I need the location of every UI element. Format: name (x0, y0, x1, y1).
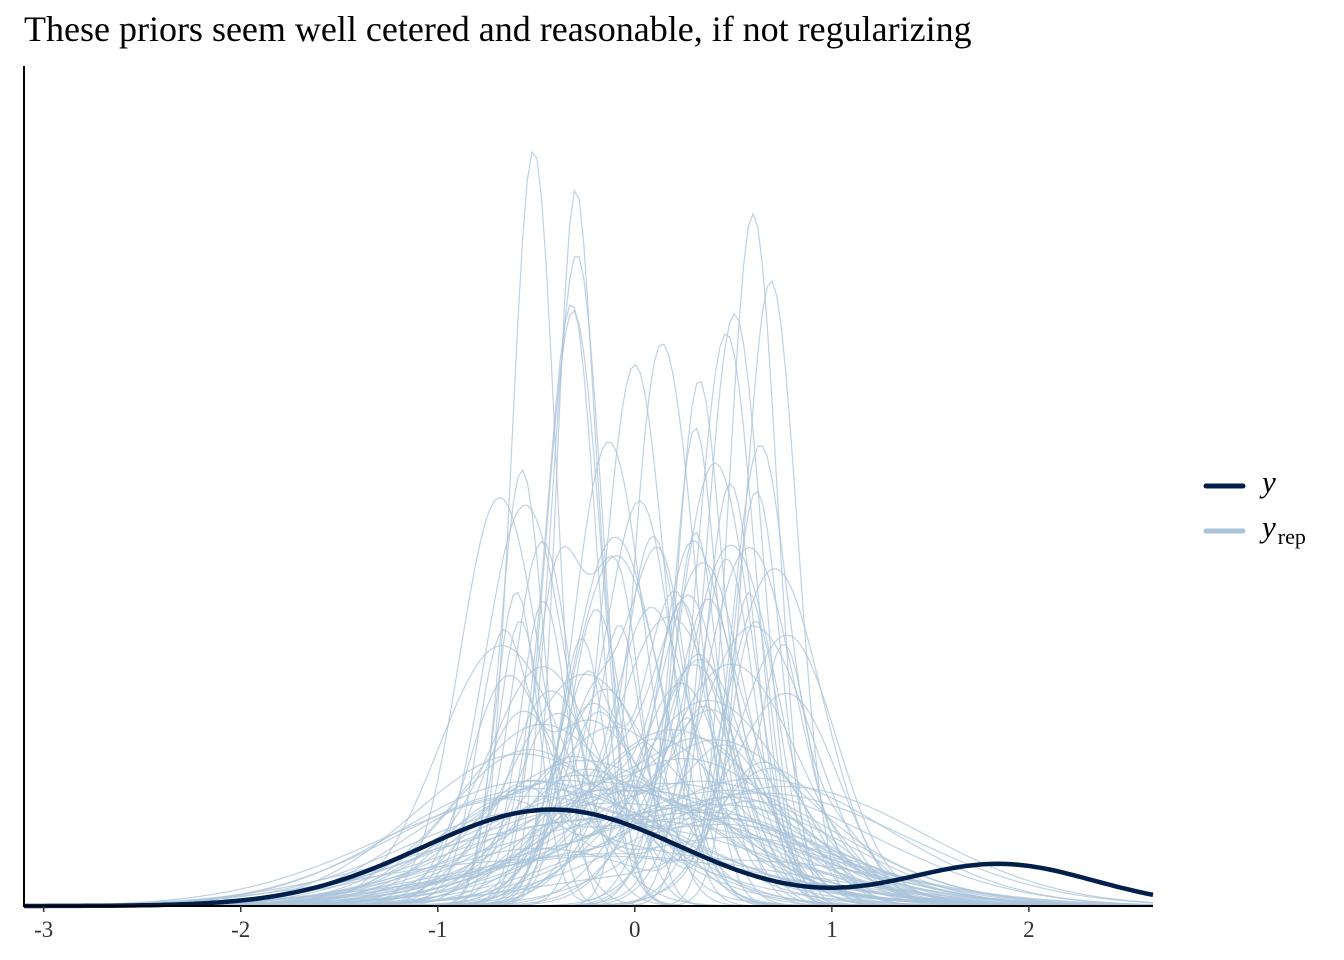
legend-label-text: y (1259, 464, 1276, 499)
y-rep-density-line (23, 779, 1153, 907)
y-rep-density-line (24, 546, 1153, 907)
legend-label-subscript: rep (1278, 524, 1306, 549)
chart-title: These priors seem well cetered and reaso… (24, 9, 972, 49)
y-rep-density-lines (23, 150, 1154, 907)
y-rep-density-line (24, 256, 1153, 907)
y-rep-density-line (24, 482, 1153, 907)
x-tick-label: 0 (629, 917, 641, 942)
x-tick-label: -1 (428, 917, 447, 942)
y-rep-density-line (24, 818, 1154, 907)
y-rep-density-line (24, 789, 1154, 907)
y-density-line (24, 807, 1154, 909)
y-rep-density-line (24, 712, 1153, 907)
y-rep-density-line (24, 461, 1153, 907)
legend-label-y-rep: yrep (1259, 509, 1306, 549)
y-rep-density-line (24, 468, 1153, 907)
x-tick-label: -3 (34, 917, 53, 942)
y-rep-density-line (24, 790, 1153, 907)
y-rep-density-line (24, 598, 1153, 907)
legend-label-y: y (1259, 464, 1276, 499)
y-rep-density-line (24, 789, 1153, 907)
y-rep-density-line (24, 792, 1154, 907)
y-rep-density-line (24, 788, 1153, 907)
y-rep-density-line (24, 608, 1153, 907)
y-rep-density-line (24, 710, 1153, 907)
y-rep-density-line (24, 600, 1153, 907)
x-tick-label: 2 (1023, 917, 1035, 942)
y-rep-density-line (24, 546, 1153, 907)
y-rep-density-line (24, 606, 1154, 907)
y-density-line-group (24, 807, 1154, 909)
x-tick-label: 1 (826, 917, 838, 942)
y-rep-density-line (24, 600, 1153, 907)
legend-label-text: y (1259, 509, 1276, 544)
x-tick-label: -2 (231, 917, 250, 942)
axes: -3 -2 -1 0 1 2 (23, 66, 1153, 942)
